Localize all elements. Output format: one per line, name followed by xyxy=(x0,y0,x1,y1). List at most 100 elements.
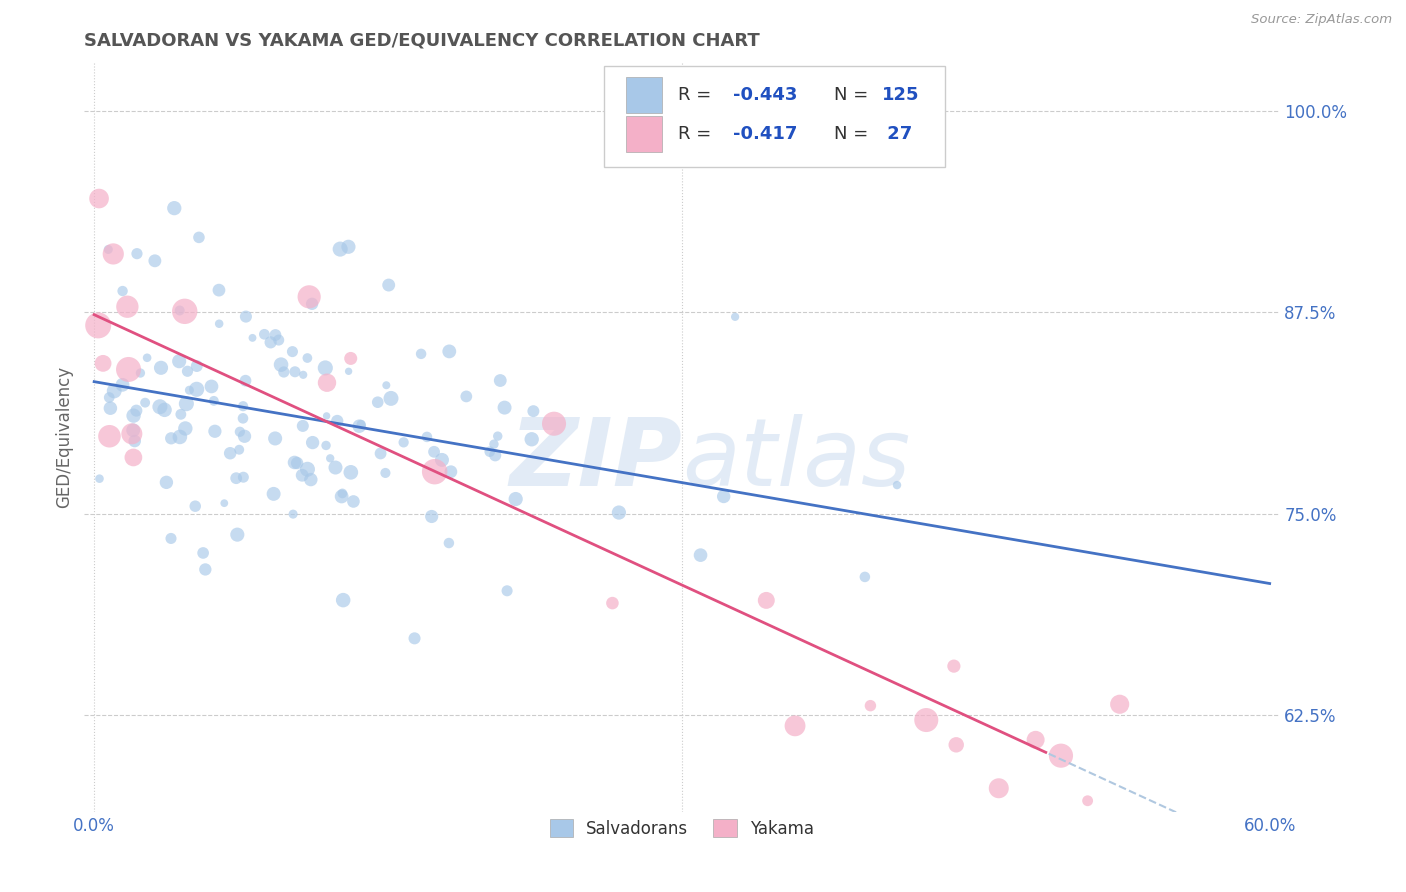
Point xyxy=(89,472,111,486)
Point xyxy=(169,303,191,318)
Point xyxy=(1108,698,1130,712)
Point xyxy=(229,425,252,439)
Point xyxy=(494,401,516,415)
Point xyxy=(232,411,254,425)
Point xyxy=(380,392,402,406)
Point xyxy=(232,399,254,413)
Point xyxy=(100,401,122,416)
Point xyxy=(486,429,509,443)
Text: R =: R = xyxy=(678,125,717,143)
Point xyxy=(942,659,965,673)
Point xyxy=(423,445,446,459)
Point xyxy=(945,738,967,752)
Point xyxy=(235,374,257,388)
Point xyxy=(225,471,247,485)
Point xyxy=(98,391,121,405)
Point xyxy=(349,419,371,434)
Point xyxy=(283,455,305,469)
Point xyxy=(179,383,201,397)
Point xyxy=(859,698,882,713)
Point xyxy=(284,365,307,379)
Text: 125: 125 xyxy=(882,86,920,103)
Point xyxy=(315,438,337,452)
Point xyxy=(392,435,415,450)
Point xyxy=(325,460,347,475)
Point xyxy=(194,562,217,576)
Point xyxy=(122,423,145,437)
Point xyxy=(242,331,264,345)
Point xyxy=(332,486,354,500)
Point xyxy=(298,290,321,304)
Point xyxy=(117,300,139,314)
Text: R =: R = xyxy=(678,86,717,103)
Point xyxy=(326,414,349,428)
Point xyxy=(103,384,125,398)
Point xyxy=(155,475,177,490)
Point xyxy=(292,368,315,382)
Text: ZIP: ZIP xyxy=(509,414,682,506)
Point xyxy=(267,333,290,347)
Point xyxy=(1025,732,1047,747)
Point xyxy=(202,393,225,408)
Point xyxy=(134,395,156,409)
Point xyxy=(235,310,257,324)
Point xyxy=(423,465,446,479)
Point xyxy=(150,360,173,375)
Point xyxy=(522,404,544,418)
Point xyxy=(163,201,186,215)
Point xyxy=(233,429,256,443)
Point xyxy=(915,713,938,727)
Point xyxy=(297,462,319,476)
FancyBboxPatch shape xyxy=(626,77,662,112)
Point xyxy=(783,719,806,733)
Point xyxy=(482,437,505,451)
Text: -0.417: -0.417 xyxy=(734,125,797,143)
Point xyxy=(285,456,308,470)
Point xyxy=(755,593,778,607)
Legend: Salvadorans, Yakama: Salvadorans, Yakama xyxy=(543,813,821,845)
Point xyxy=(301,435,323,450)
Point xyxy=(169,430,191,444)
Point xyxy=(214,496,236,510)
Point xyxy=(319,451,342,466)
Point xyxy=(273,365,295,379)
Point xyxy=(228,442,250,457)
Point xyxy=(340,466,363,480)
Point xyxy=(329,242,352,256)
Point xyxy=(186,359,208,373)
Point xyxy=(374,466,396,480)
Point xyxy=(204,424,226,438)
Text: atlas: atlas xyxy=(682,414,910,505)
Point xyxy=(315,409,337,423)
Point xyxy=(886,478,908,492)
Point xyxy=(299,473,322,487)
Point xyxy=(174,421,197,435)
Point xyxy=(853,570,876,584)
Point xyxy=(129,366,152,380)
Text: Source: ZipAtlas.com: Source: ZipAtlas.com xyxy=(1251,13,1392,27)
Text: 27: 27 xyxy=(882,125,912,143)
Point xyxy=(184,499,207,513)
Point xyxy=(456,389,478,403)
Point xyxy=(111,377,134,392)
Point xyxy=(489,374,512,388)
Point xyxy=(176,397,198,411)
Point xyxy=(437,536,460,550)
Text: N =: N = xyxy=(834,125,873,143)
Point xyxy=(484,448,506,462)
Point xyxy=(416,430,439,444)
Point xyxy=(125,246,148,260)
Text: N =: N = xyxy=(834,86,873,103)
Point xyxy=(291,468,314,483)
Point xyxy=(411,347,433,361)
Point xyxy=(186,382,208,396)
Text: -0.443: -0.443 xyxy=(734,86,797,103)
Point xyxy=(337,364,360,378)
Point xyxy=(170,407,193,421)
Point xyxy=(91,356,114,370)
Point xyxy=(724,310,747,324)
Point xyxy=(689,548,711,562)
Point xyxy=(121,426,143,441)
Point xyxy=(149,400,172,414)
Point xyxy=(496,583,519,598)
